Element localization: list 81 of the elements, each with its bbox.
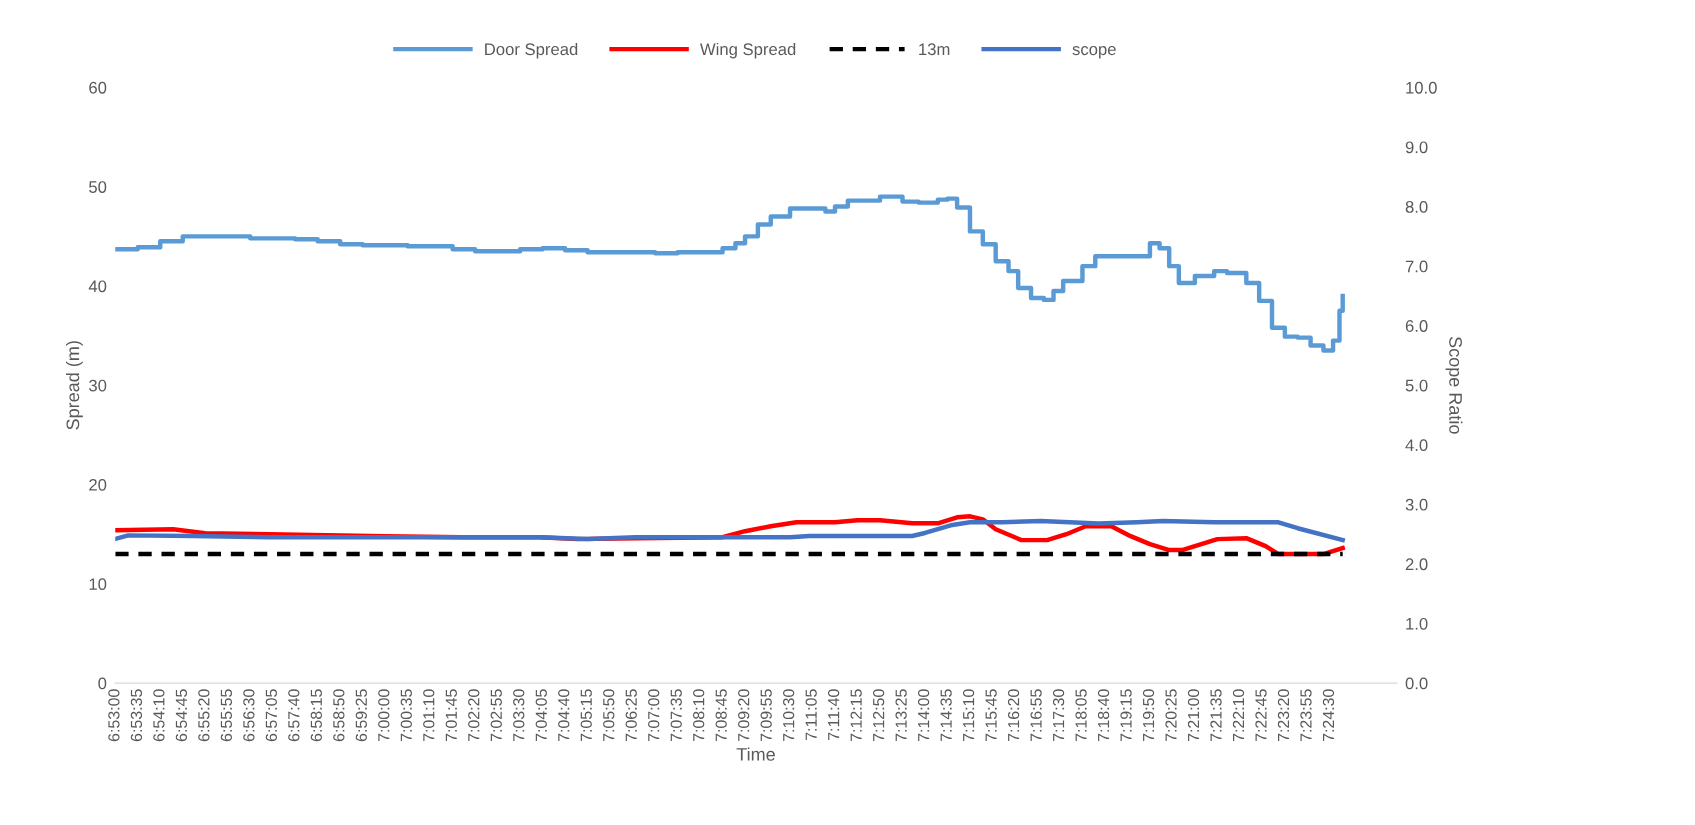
x-tick-label: 7:08:45 xyxy=(715,689,727,742)
x-tick-label: 6:56:30 xyxy=(243,689,255,742)
x-tick-label: 7:23:55 xyxy=(1300,689,1312,742)
x-tick-label: 6:57:05 xyxy=(265,689,277,742)
y2-tick-label: 5.0 xyxy=(1405,379,1428,392)
y2-tick-label: 9.0 xyxy=(1405,141,1428,154)
y2-tick-label: 3.0 xyxy=(1405,498,1428,511)
x-tick-label: 7:07:35 xyxy=(670,689,682,742)
x-tick-label: 7:17:30 xyxy=(1052,689,1065,742)
y-tick-label: 50 xyxy=(89,181,107,193)
x-tick-label: 7:21:00 xyxy=(1187,689,1200,742)
legend-label: Door Spread xyxy=(485,42,578,59)
legend-label: 13m xyxy=(919,43,950,56)
legend-label: Wing Spread xyxy=(700,42,796,59)
x-tick-label: 7:09:20 xyxy=(738,689,750,742)
x-tick-label: 7:05:15 xyxy=(580,689,592,742)
y-tick-label: 10 xyxy=(89,578,107,591)
y-tick-label: 0 xyxy=(98,677,107,690)
y2-tick-label: 2.0 xyxy=(1405,558,1428,571)
x-tick-label: 7:10:30 xyxy=(783,689,795,742)
y2-tick-label: 7.0 xyxy=(1405,260,1428,273)
x-tick-label: 6:54:10 xyxy=(153,689,165,742)
x-tick-label: 7:15:45 xyxy=(985,689,997,742)
x-tick-label: 6:54:45 xyxy=(175,689,188,742)
x-tick-label: 7:06:25 xyxy=(625,689,637,742)
x-tick-label: 7:16:20 xyxy=(1007,689,1020,742)
x-tick-label: 7:14:00 xyxy=(917,689,930,742)
legend-label: scope xyxy=(1072,45,1116,59)
x-tick-label: 7:12:50 xyxy=(872,689,885,742)
x-tick-label: 7:14:35 xyxy=(940,689,952,742)
x-tick-label: 7:12:15 xyxy=(850,689,862,742)
x-tick-label: 6:55:20 xyxy=(198,689,210,742)
x-tick-label: 7:09:55 xyxy=(760,689,772,742)
y2-tick-label: 8.0 xyxy=(1405,200,1428,213)
x-tick-label: 7:03:30 xyxy=(513,689,525,742)
x-tick-label: 7:20:25 xyxy=(1165,689,1177,742)
y-tick-label: 30 xyxy=(89,379,107,392)
x-tick-label: 7:04:40 xyxy=(558,689,570,742)
x-tick-label: 6:53:35 xyxy=(130,689,143,742)
y-tick-label: 60 xyxy=(89,81,107,94)
x-tick-label: 7:19:50 xyxy=(1142,689,1155,742)
x-tick-label: 7:01:10 xyxy=(423,689,435,742)
y2-tick-label: 1.0 xyxy=(1406,617,1428,630)
line-series xyxy=(115,518,1345,543)
y-tick-label: 20 xyxy=(89,478,107,491)
x-tick-label: 7:11:40 xyxy=(827,689,840,740)
x-tick-label: 7:22:45 xyxy=(1255,689,1267,742)
x-tick-label: 7:02:20 xyxy=(468,689,480,742)
x-tick-label: 7:22:10 xyxy=(1232,689,1245,742)
y2-tick-label: 0.0 xyxy=(1405,677,1428,690)
x-tick-label: 7:21:35 xyxy=(1210,689,1222,742)
x-tick-label: 7:04:05 xyxy=(535,689,547,742)
y2-tick-label: 6.0 xyxy=(1405,320,1428,332)
x-tick-label: 7:19:15 xyxy=(1120,689,1132,742)
x-tick-label: 7:18:05 xyxy=(1075,689,1087,742)
x-tick-label: 7:05:50 xyxy=(603,689,615,742)
x-axis-title: Time xyxy=(736,747,775,761)
x-tick-label: 7:00:35 xyxy=(400,689,412,742)
x-tick-label: 6:58:15 xyxy=(310,689,322,742)
x-tick-label: 7:01:45 xyxy=(445,689,457,742)
x-tick-label: 6:57:40 xyxy=(288,689,300,742)
x-tick-label: 7:15:10 xyxy=(962,689,975,742)
y2-axis-title: Scope Ratio xyxy=(1445,336,1463,434)
x-tick-label: 7:16:55 xyxy=(1030,689,1042,742)
x-tick-label: 7:02:55 xyxy=(490,689,502,742)
x-tick-label: 7:11:05 xyxy=(805,689,817,740)
y2-tick-label: 10.0 xyxy=(1406,81,1437,94)
x-tick-label: 6:59:25 xyxy=(355,689,367,742)
x-tick-label: 6:58:50 xyxy=(333,689,345,742)
x-tick-label: 6:55:55 xyxy=(220,689,233,742)
x-tick-label: 7:00:00 xyxy=(378,689,390,742)
x-tick-label: 7:08:10 xyxy=(693,689,705,742)
y2-tick-label: 4.0 xyxy=(1405,439,1428,452)
x-tick-label: 7:24:30 xyxy=(1322,689,1335,742)
x-tick-label: 7:13:25 xyxy=(895,689,907,742)
x-tick-label: 7:18:40 xyxy=(1097,689,1110,742)
x-tick-label: 7:07:00 xyxy=(648,689,660,742)
y-tick-label: 40 xyxy=(88,280,107,293)
x-tick-label: 6:53:00 xyxy=(108,689,120,742)
y-axis-title: Spread (m) xyxy=(66,341,83,430)
x-tick-label: 7:23:20 xyxy=(1277,689,1290,742)
